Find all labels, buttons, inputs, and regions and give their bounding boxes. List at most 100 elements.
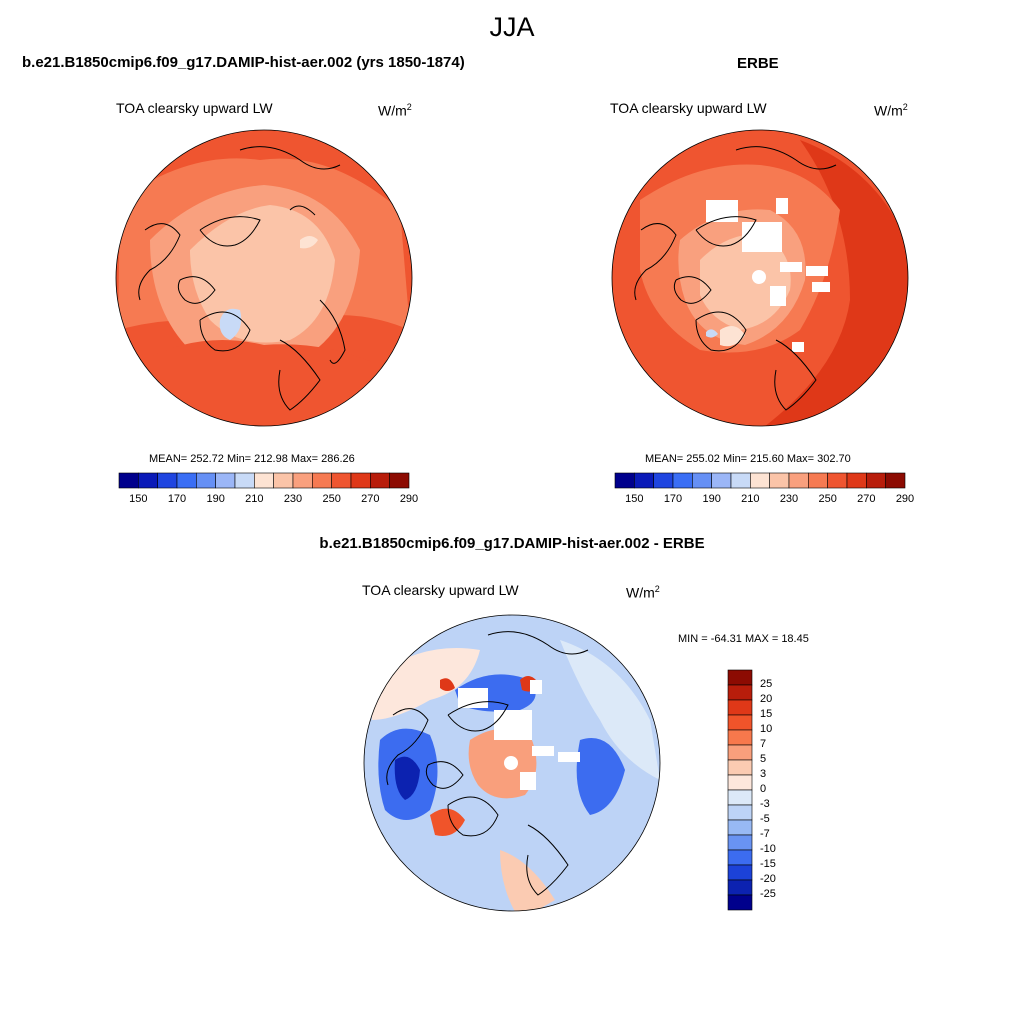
colorbar-swatch	[727, 894, 753, 911]
colorbar-swatch	[730, 472, 751, 489]
colorbar-swatch	[727, 669, 753, 686]
diff-units-label: W/m2	[626, 584, 660, 601]
colorbar-swatch	[827, 472, 848, 489]
diff-missing-data	[458, 680, 580, 790]
diff-colorbar	[727, 669, 753, 911]
colorbar-swatch	[176, 472, 197, 489]
colorbar-tick-label: 0	[760, 783, 767, 795]
obs-coastlines	[634, 146, 837, 411]
colorbar-swatch	[157, 472, 178, 489]
colorbar-swatch	[254, 472, 274, 489]
colorbar-tick-label: 210	[245, 493, 264, 505]
colorbar-tick-label: 270	[361, 493, 380, 505]
colorbar-swatch	[727, 699, 753, 716]
obs-panel-heading: ERBE	[737, 55, 779, 72]
colorbar-tick-label: 230	[283, 493, 303, 505]
colorbar-tick-label: 5	[760, 753, 767, 765]
colorbar-tick-label: 210	[741, 493, 760, 505]
colorbar-tick-label: 20	[760, 693, 773, 705]
colorbar-tick-label: 190	[206, 493, 225, 505]
diff-panel-heading: b.e21.B1850cmip6.f09_g17.DAMIP-hist-aer.…	[319, 535, 705, 552]
colorbar-swatch	[196, 472, 216, 489]
colorbar-swatch	[788, 472, 809, 489]
colorbar-swatch	[672, 472, 693, 489]
colorbar-tick-label: -15	[760, 858, 776, 870]
colorbar-swatch	[727, 744, 753, 761]
colorbar-tick-label: 170	[663, 493, 683, 505]
colorbar-tick-label: -25	[760, 888, 776, 900]
colorbar-swatch	[727, 774, 753, 791]
colorbar-tick-label: 190	[702, 493, 721, 505]
colorbar-swatch	[614, 472, 635, 489]
model-variable-label: TOA clearsky upward LW	[116, 100, 273, 116]
colorbar-tick-label: -7	[760, 828, 770, 840]
colorbar-tick-label: -10	[760, 843, 776, 855]
diff-variable-label: TOA clearsky upward LW	[362, 582, 519, 598]
colorbar-swatch	[273, 472, 294, 489]
model-units-label: W/m2	[378, 102, 412, 119]
colorbar-swatch	[727, 819, 753, 836]
colorbar-swatch	[750, 472, 770, 489]
colorbar-swatch	[769, 472, 790, 489]
colorbar-swatch	[727, 714, 753, 731]
colorbar-swatch	[370, 472, 390, 489]
colorbar-swatch	[234, 472, 255, 489]
colorbar-tick-label: 3	[760, 768, 767, 780]
model-polar-map	[115, 129, 413, 427]
colorbar-swatch	[727, 789, 753, 806]
obs-colorbar	[614, 472, 906, 489]
colorbar-tick-label: -3	[760, 798, 770, 810]
colorbar-swatch	[634, 472, 654, 489]
model-stats: MEAN= 252.72 Min= 212.98 Max= 286.26	[149, 453, 355, 465]
colorbar-tick-label: -5	[760, 813, 770, 825]
model-coastlines	[138, 146, 346, 411]
colorbar-swatch	[727, 759, 753, 776]
obs-polar-map	[611, 129, 909, 427]
colorbar-swatch	[711, 472, 732, 489]
colorbar-tick-label: 25	[760, 678, 773, 690]
diff-coastlines	[386, 631, 589, 896]
colorbar-tick-label: -20	[760, 873, 776, 885]
colorbar-swatch	[727, 879, 753, 896]
colorbar-swatch	[118, 472, 139, 489]
colorbar-tick-label: 290	[399, 493, 419, 505]
obs-units-label: W/m2	[874, 102, 908, 119]
colorbar-swatch	[846, 472, 867, 489]
colorbar-swatch	[692, 472, 712, 489]
colorbar-tick-label: 15	[760, 708, 773, 720]
colorbar-swatch	[866, 472, 886, 489]
colorbar-swatch	[653, 472, 674, 489]
obs-stats: MEAN= 255.02 Min= 215.60 Max= 302.70	[645, 453, 851, 465]
figure-title: JJA	[489, 12, 535, 42]
colorbar-tick-label: 150	[625, 493, 644, 505]
colorbar-tick-label: 170	[167, 493, 187, 505]
diff-stats: MIN = -64.31 MAX = 18.45	[678, 633, 809, 645]
model-panel-heading: b.e21.B1850cmip6.f09_g17.DAMIP-hist-aer.…	[22, 54, 465, 71]
colorbar-swatch	[727, 834, 753, 851]
colorbar-swatch	[215, 472, 236, 489]
colorbar-swatch	[727, 849, 753, 866]
colorbar-swatch	[885, 472, 906, 489]
colorbar-swatch	[727, 864, 753, 881]
colorbar-swatch	[312, 472, 332, 489]
colorbar-tick-label: 290	[895, 493, 915, 505]
colorbar-swatch	[138, 472, 158, 489]
colorbar-swatch	[808, 472, 828, 489]
colorbar-tick-label: 250	[818, 493, 837, 505]
diff-polar-map	[363, 614, 661, 912]
colorbar-swatch	[292, 472, 313, 489]
colorbar-swatch	[331, 472, 352, 489]
colorbar-tick-label: 250	[322, 493, 341, 505]
colorbar-swatch	[727, 804, 753, 821]
colorbar-tick-label: 270	[857, 493, 876, 505]
colorbar-swatch	[727, 729, 753, 746]
colorbar-swatch	[727, 684, 753, 701]
model-colorbar	[118, 472, 410, 489]
colorbar-swatch	[389, 472, 410, 489]
colorbar-swatch	[350, 472, 371, 489]
colorbar-tick-label: 7	[760, 738, 767, 750]
obs-variable-label: TOA clearsky upward LW	[610, 100, 767, 116]
colorbar-tick-label: 230	[779, 493, 799, 505]
colorbar-tick-label: 150	[129, 493, 148, 505]
